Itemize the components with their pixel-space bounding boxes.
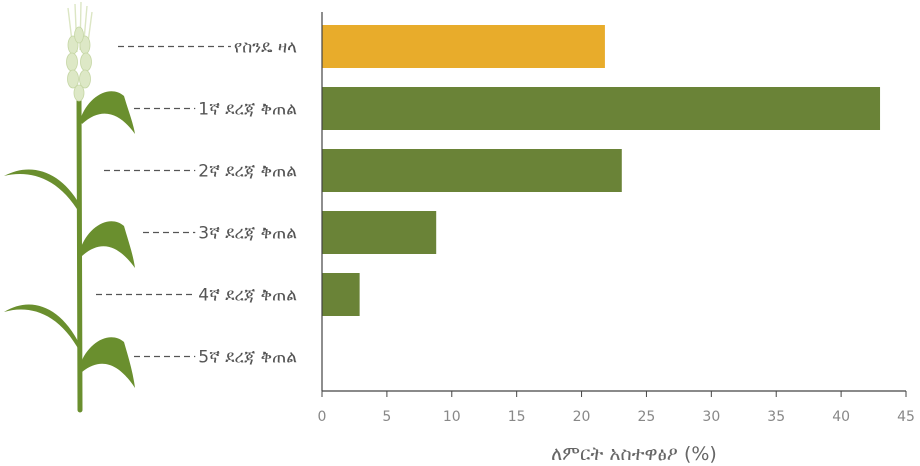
category-label: 2ኛ ደረጃ ቅጠል xyxy=(198,162,297,182)
x-tick-label: 25 xyxy=(638,409,656,425)
x-tick-label: 15 xyxy=(508,409,526,425)
x-tick-label: 40 xyxy=(832,409,850,425)
category-label: 5ኛ ደረጃ ቅጠል xyxy=(198,348,297,368)
bar xyxy=(322,273,360,316)
x-tick-label: 30 xyxy=(702,409,720,425)
category-label: 1ኛ ደረጃ ቅጠል xyxy=(198,100,297,120)
x-tick-label: 10 xyxy=(443,409,461,425)
bar xyxy=(322,25,605,68)
bar xyxy=(322,149,622,192)
x-tick-label: 45 xyxy=(897,409,915,425)
wheat-plant-illustration xyxy=(4,1,135,413)
x-tick-label: 5 xyxy=(382,409,391,425)
x-axis-title: ለምርት አስተዋፅዖ (%) xyxy=(551,443,717,465)
category-label: የስንዴ ዛላ xyxy=(234,38,297,58)
x-tick-label: 20 xyxy=(573,409,591,425)
category-label: 4ኛ ደረጃ ቅጠል xyxy=(198,286,297,306)
bar xyxy=(322,211,437,254)
x-tick-label: 35 xyxy=(767,409,785,425)
category-label: 3ኛ ደረጃ ቅጠል xyxy=(198,224,297,244)
bar xyxy=(322,87,881,130)
x-tick-label: 0 xyxy=(318,409,327,425)
